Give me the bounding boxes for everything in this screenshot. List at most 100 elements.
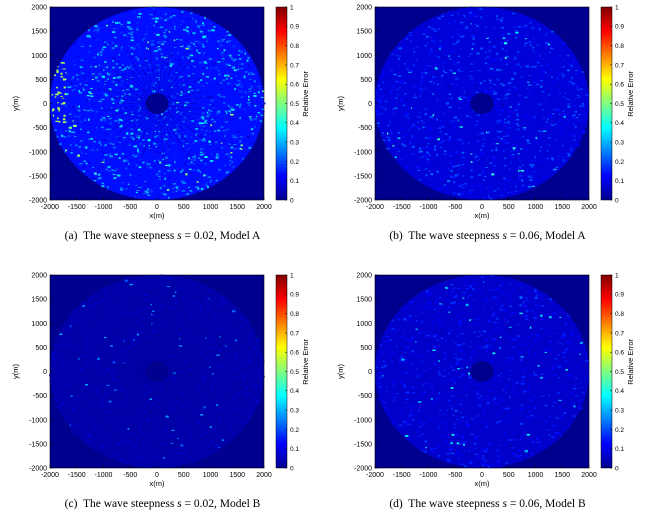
error-speckle [516,21,518,22]
error-speckle [139,303,142,304]
error-speckle [496,147,498,148]
error-speckle [449,84,452,86]
error-speckle [198,367,200,369]
error-speckle [508,51,511,53]
error-speckle [243,386,246,388]
error-speckle [180,336,183,338]
error-speckle [213,107,216,109]
error-speckle [476,289,477,290]
error-speckle [185,331,187,332]
error-speckle [565,156,566,158]
error-speckle [436,144,438,145]
error-speckle [430,318,433,319]
error-speckle [447,63,449,64]
error-speckle [205,373,208,374]
error-speckle [103,435,106,436]
error-speckle [493,398,496,400]
error-speckle [131,451,134,453]
error-speckle [416,46,419,47]
error-speckle [176,290,178,291]
error-speckle [165,324,167,325]
error-speckle [382,82,385,83]
y-tick-label: -500 [33,393,47,400]
error-speckle [94,297,97,298]
error-speckle [219,392,222,394]
error-speckle [435,56,438,57]
error-speckle [167,189,170,191]
error-speckle [96,291,98,292]
error-speckle [517,129,520,131]
error-speckle [74,65,76,66]
error-speckle [254,347,257,349]
error-speckle [242,329,244,331]
error-speckle [515,37,517,38]
error-speckle [532,328,533,330]
error-speckle [106,169,108,170]
error-speckle [85,423,87,425]
error-speckle [443,56,446,58]
error-speckle [156,449,157,451]
error-speckle [507,37,509,38]
error-speckle [221,52,223,54]
error-speckle [235,395,238,397]
error-speckle [240,353,243,354]
error-speckle [472,48,474,49]
error-speckle [64,122,67,123]
error-speckle [447,435,448,437]
error-speckle [444,292,446,293]
y-tick-label: -1000 [354,149,372,156]
error-speckle [177,59,180,61]
error-speckle [119,119,122,121]
error-speckle [208,141,210,143]
error-speckle [490,87,492,89]
error-speckle [208,418,211,420]
error-speckle [112,21,114,22]
error-speckle [404,63,406,64]
error-speckle [459,436,462,437]
error-speckle [53,352,56,354]
x-tick-label: 2000 [581,204,597,211]
error-speckle [377,114,379,115]
error-speckle [496,19,500,20]
error-speckle [77,131,80,133]
error-speckle [564,59,566,61]
error-speckle [155,161,157,163]
error-speckle [567,54,569,56]
error-speckle [74,142,75,143]
error-speckle [472,56,476,58]
error-speckle [452,395,453,397]
error-speckle [150,14,153,15]
error-speckle [405,135,407,136]
error-speckle [98,28,100,29]
error-speckle [140,298,143,299]
error-speckle [430,48,432,50]
error-speckle [161,77,163,79]
error-speckle [582,131,585,133]
error-speckle [188,157,190,159]
error-speckle [191,416,193,418]
error-speckle [504,125,507,126]
error-speckle [439,106,440,108]
error-speckle [141,331,144,333]
error-speckle [565,348,567,350]
error-speckle [568,337,572,338]
error-speckle [209,105,213,107]
error-speckle [226,327,228,329]
error-speckle [158,457,160,459]
error-speckle [234,352,237,353]
error-speckle [83,89,85,91]
error-speckle [197,441,198,442]
error-speckle [180,193,183,194]
error-speckle [219,421,220,422]
error-speckle [475,465,477,467]
error-speckle [112,57,116,59]
error-speckle [465,282,468,284]
error-speckle [134,395,137,396]
error-speckle [79,163,82,164]
error-speckle [78,110,81,112]
error-speckle [180,94,183,96]
error-speckle [113,346,114,347]
error-speckle [203,61,206,63]
error-speckle [92,79,94,80]
